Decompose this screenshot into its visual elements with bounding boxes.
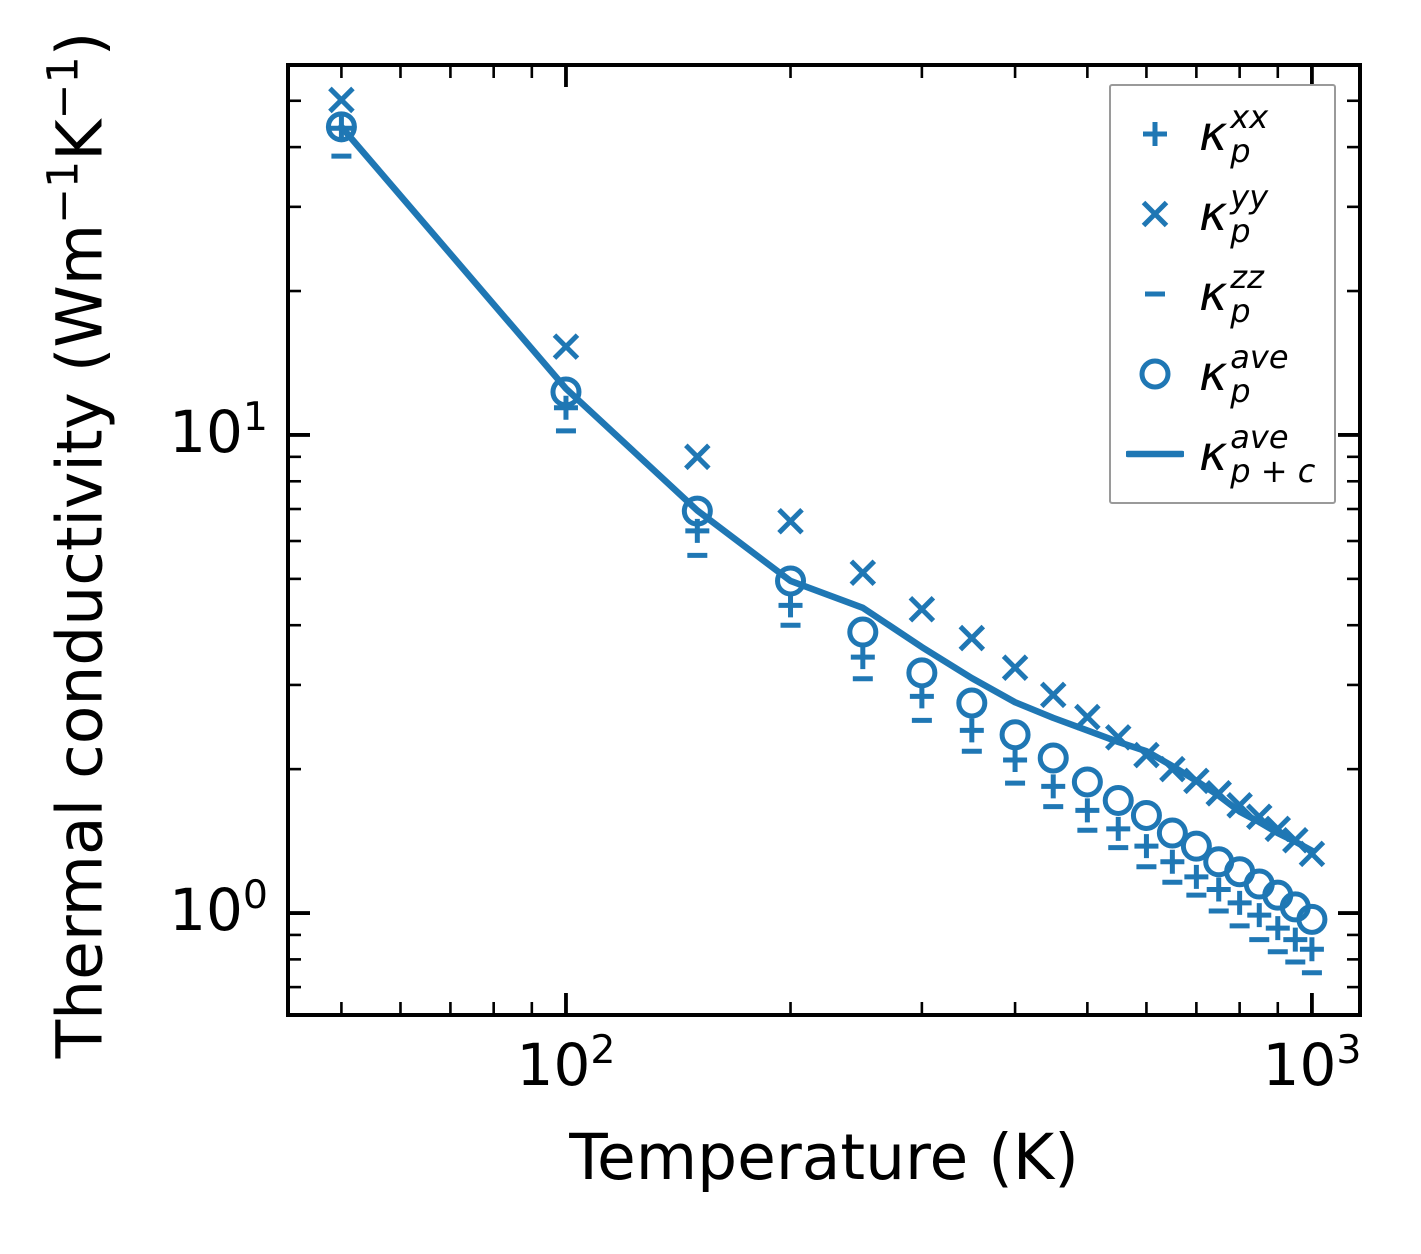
legend-label-kappa: κ bbox=[1199, 106, 1228, 162]
line-marker-icon bbox=[1111, 447, 1199, 461]
legend-label-superscript: yy bbox=[1230, 178, 1269, 217]
legend-item-kappa-zz: κ zz p bbox=[1111, 254, 1334, 334]
legend-item-kappa-xx: κ xx p bbox=[1111, 94, 1334, 174]
legend-label-superscript: ave bbox=[1230, 418, 1289, 457]
legend: κ xx p κ yy p κ zz p κ ave p κ ave p + c bbox=[1109, 84, 1336, 504]
minus-marker-icon bbox=[1111, 276, 1199, 312]
legend-label-subscript: p bbox=[1230, 212, 1251, 250]
legend-label-superscript: ave bbox=[1230, 338, 1289, 377]
legend-label-kappa: κ bbox=[1199, 186, 1228, 242]
legend-label-subscript: p + c bbox=[1230, 452, 1316, 490]
series-kappa_p_plus_c_ave bbox=[338, 123, 1316, 854]
plus-marker-icon bbox=[1111, 116, 1199, 152]
legend-label-subscript: p bbox=[1230, 132, 1251, 170]
plot-spines bbox=[286, 63, 1362, 1017]
legend-label-kappa: κ bbox=[1199, 426, 1228, 482]
legend-label-kappa: κ bbox=[1199, 346, 1228, 402]
series-kappa_p_zz bbox=[331, 153, 1322, 976]
series-kappa_p_ave bbox=[325, 111, 1328, 935]
legend-item-kappa-p-plus-c-ave: κ ave p + c bbox=[1111, 414, 1334, 494]
legend-label-superscript: xx bbox=[1230, 98, 1269, 137]
x-marker-icon bbox=[1111, 196, 1199, 232]
legend-label-subscript: p bbox=[1230, 292, 1251, 330]
circle-marker-icon bbox=[1111, 356, 1199, 392]
legend-label-superscript: zz bbox=[1230, 258, 1264, 297]
series-kappa_p_xx bbox=[329, 116, 1324, 962]
legend-item-kappa-ave: κ ave p bbox=[1111, 334, 1334, 414]
legend-label-kappa: κ bbox=[1199, 266, 1228, 322]
legend-label-subscript: p bbox=[1230, 372, 1251, 410]
legend-item-kappa-yy: κ yy p bbox=[1111, 174, 1334, 254]
